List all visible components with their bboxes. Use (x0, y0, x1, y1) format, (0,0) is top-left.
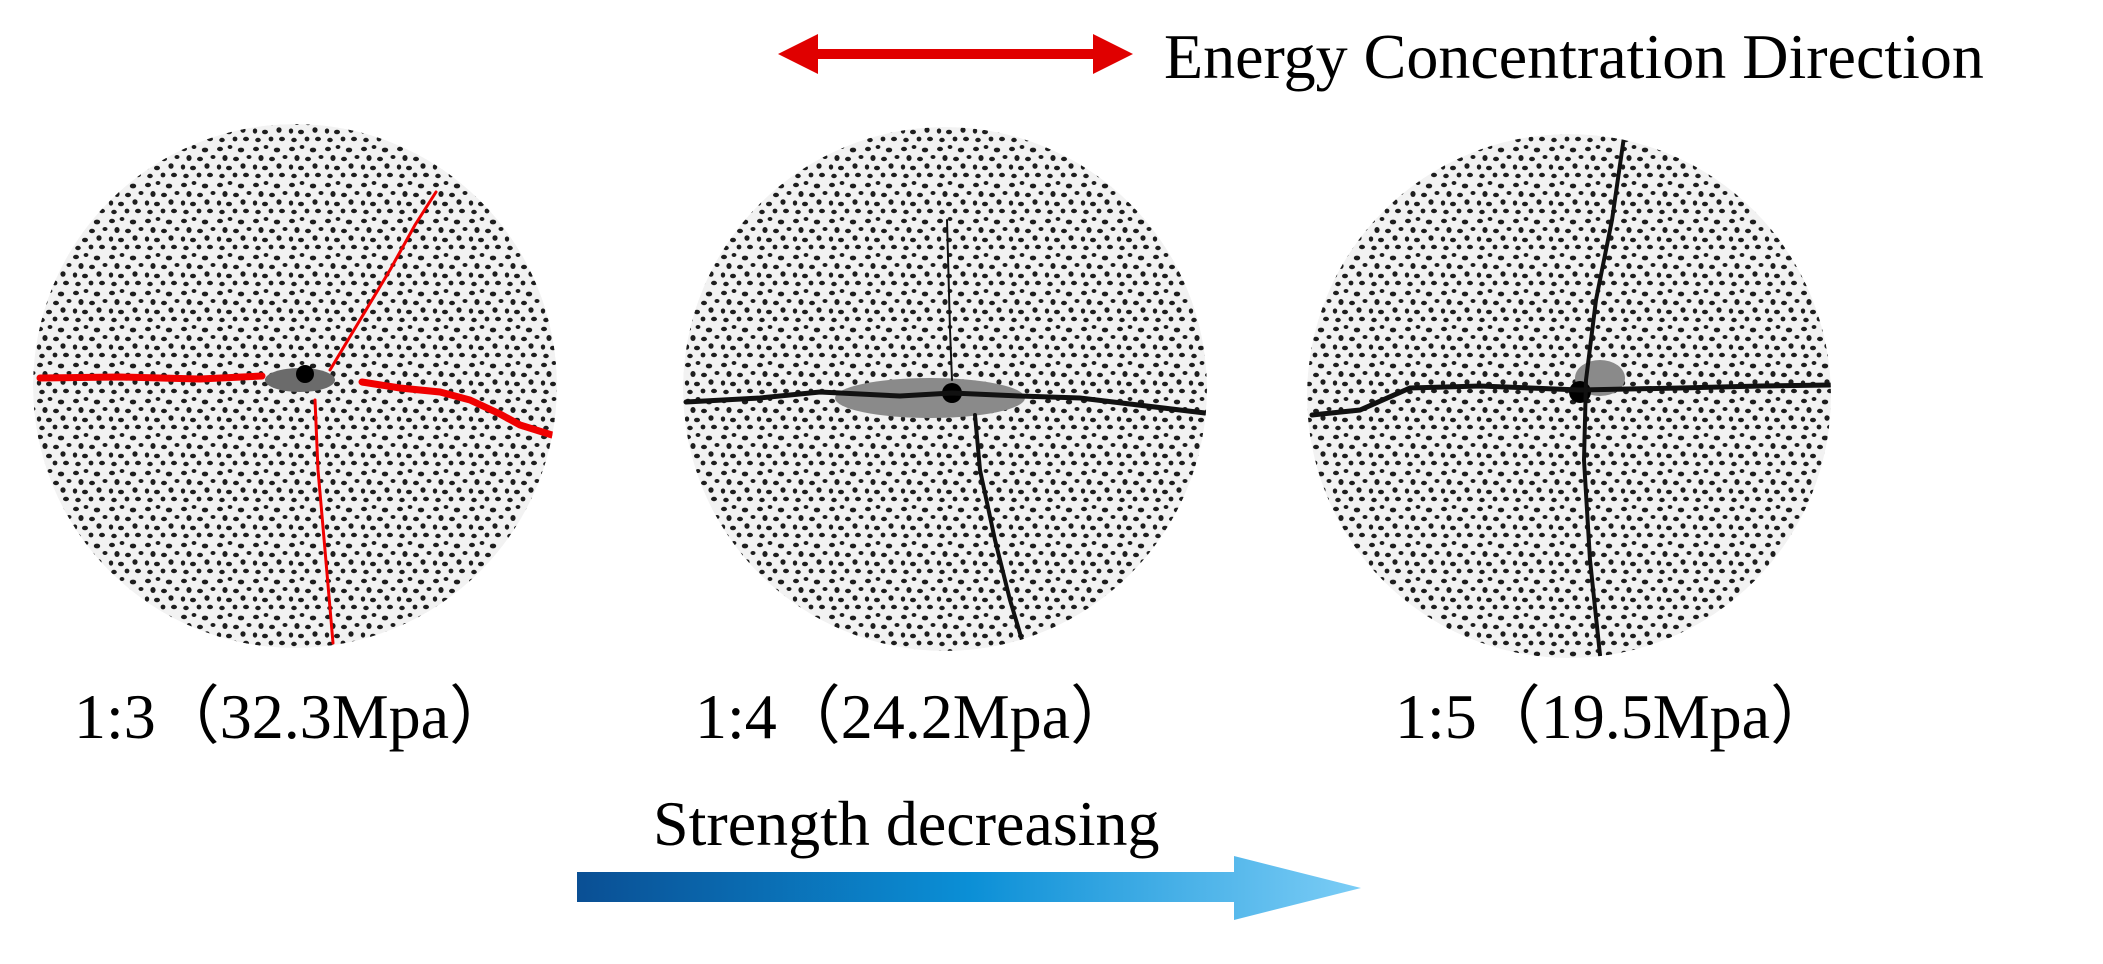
sample-image (33, 124, 557, 648)
sample-label: 1:3（32.3Mpa） (74, 681, 513, 752)
trend-arrow (577, 856, 1361, 920)
legend-label: Energy Concentration Direction (1164, 21, 1984, 92)
sample-image (1307, 134, 1831, 658)
double-arrow (778, 34, 1133, 74)
sample-image (683, 127, 1207, 651)
sample-label: 1:5（19.5Mpa） (1395, 681, 1834, 752)
sample-label: 1:4（24.2Mpa） (695, 681, 1134, 752)
trend-label: Strength decreasing (653, 788, 1160, 859)
